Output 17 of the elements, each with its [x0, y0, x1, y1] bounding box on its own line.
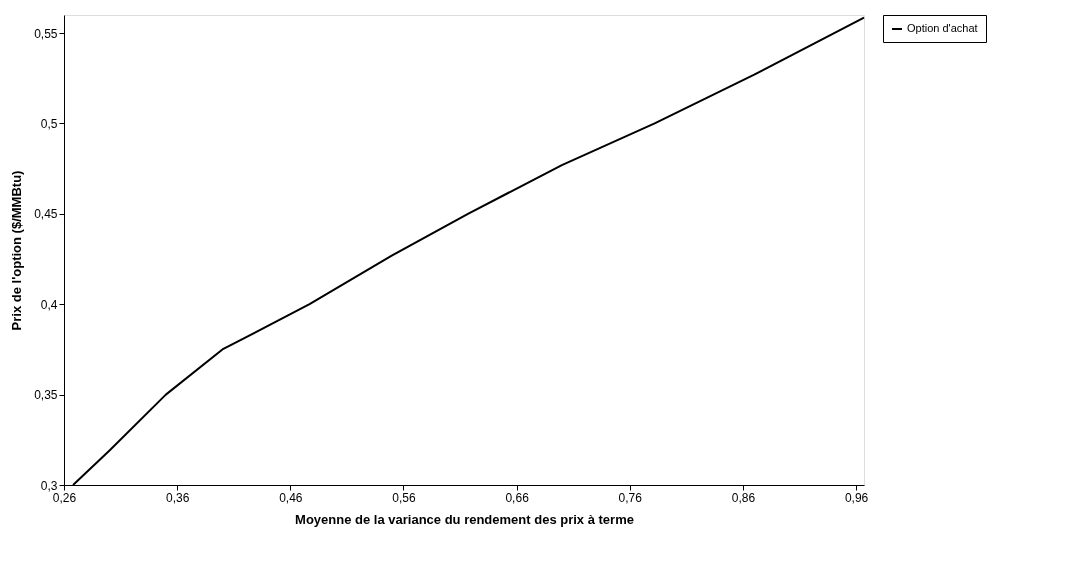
x-tick-label: 0,86: [731, 490, 756, 505]
y-tick-label: 0,45: [34, 207, 58, 222]
x-tick-label: 0,96: [844, 490, 869, 505]
legend-label: Option d'achat: [907, 22, 978, 34]
y-tick-label: 0,35: [34, 388, 58, 403]
x-tick-label: 0,36: [165, 490, 190, 505]
y-tick-label: 0,3: [40, 478, 58, 493]
x-axis-title: Moyenne de la variance du rendement des prix à terme: [295, 511, 634, 527]
x-tick-label: 0,56: [392, 490, 416, 505]
x-tick-label: 0,26: [52, 490, 77, 505]
y-axis-title: Prix de l'option ($/MMBtu): [9, 170, 25, 331]
y-tick-label: 0,5: [40, 116, 58, 131]
x-tick-label: 0,76: [618, 490, 643, 505]
x-tick-label: 0,66: [505, 490, 530, 505]
x-tick-label: 0,46: [279, 490, 303, 505]
y-tick-label: 0,55: [34, 26, 58, 41]
y-tick-label: 0,4: [40, 297, 58, 312]
